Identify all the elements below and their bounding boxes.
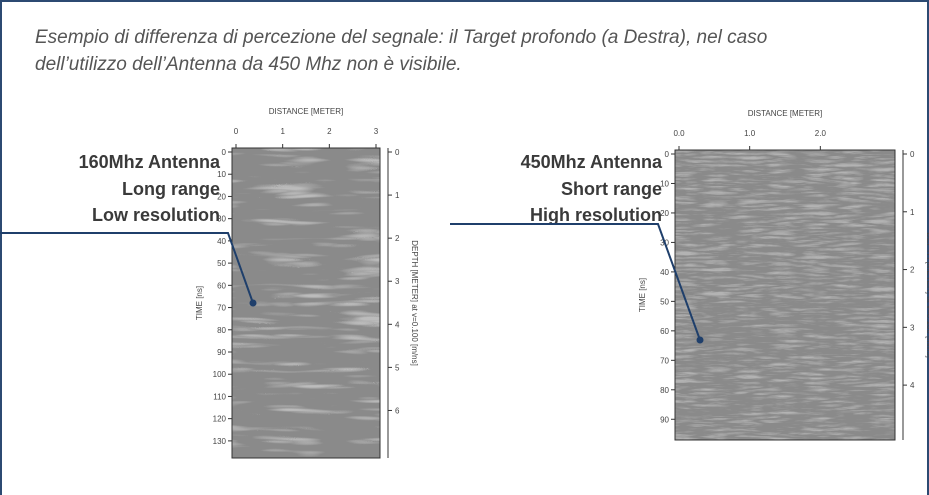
y-tick-label: 120 xyxy=(213,415,227,424)
x-axis-title: DISTANCE [METER] xyxy=(269,107,344,116)
antenna-label: Short range xyxy=(561,179,662,199)
antenna-label: 160Mhz Antenna xyxy=(79,152,221,172)
x-tick-label: 2 xyxy=(327,127,332,136)
y-tick-label: 70 xyxy=(660,356,669,365)
y-tick-label: 40 xyxy=(217,237,226,246)
antenna-label: Long range xyxy=(122,179,220,199)
y-tick-label: 30 xyxy=(217,215,226,224)
y-tick-label: 20 xyxy=(217,192,226,201)
caption-line: Esempio di differenza di percezione del … xyxy=(35,27,767,48)
x-tick-label: 2.0 xyxy=(815,129,827,138)
y-tick-label: 60 xyxy=(660,327,669,336)
antenna-label: Low resolution xyxy=(92,205,220,225)
y-tick-label: 0 xyxy=(665,150,670,159)
y2-tick-label: 1 xyxy=(395,191,400,200)
x-axis-title: DISTANCE [METER] xyxy=(748,109,823,118)
y-tick-label: 100 xyxy=(213,370,227,379)
y2-tick-label: 0 xyxy=(910,150,915,159)
y2-tick-label: 2 xyxy=(395,234,400,243)
y2-tick-label: 1 xyxy=(910,208,915,217)
y2-tick-label: 6 xyxy=(395,406,400,415)
x-tick-label: 1.0 xyxy=(744,129,756,138)
antenna-label: High resolution xyxy=(530,205,662,225)
y-tick-label: 70 xyxy=(217,304,226,313)
y-tick-label: 80 xyxy=(660,386,669,395)
x-tick-label: 3 xyxy=(374,127,379,136)
y-tick-label: 80 xyxy=(217,326,226,335)
y2-tick-label: 3 xyxy=(910,323,915,332)
y2-tick-label: 5 xyxy=(395,363,400,372)
axis-box xyxy=(231,147,381,459)
radargram xyxy=(232,148,380,458)
y-axis-title: TIME [ns] xyxy=(195,286,204,320)
x-tick-label: 0 xyxy=(234,127,239,136)
y-tick-label: 10 xyxy=(217,170,226,179)
leader-dot xyxy=(249,299,257,307)
y-tick-label: 0 xyxy=(222,148,227,157)
axis-box xyxy=(674,149,896,441)
y-tick-label: 10 xyxy=(660,179,669,188)
leader-line xyxy=(0,232,254,304)
antenna-label: 450Mhz Antenna xyxy=(521,152,663,172)
y2-tick-label: 4 xyxy=(910,381,915,390)
x-tick-label: 0.0 xyxy=(673,129,685,138)
y-tick-label: 60 xyxy=(217,281,226,290)
radargram xyxy=(675,150,895,440)
y2-tick-label: 2 xyxy=(910,266,915,275)
y-tick-label: 40 xyxy=(660,268,669,277)
y-tick-label: 90 xyxy=(660,415,669,424)
y2-tick-label: 0 xyxy=(395,148,400,157)
y-tick-label: 110 xyxy=(213,392,226,401)
y-tick-label: 50 xyxy=(660,297,669,306)
caption-line: dell’utilizzo dell’Antenna da 450 Mhz no… xyxy=(35,54,462,75)
y2-tick-label: 3 xyxy=(395,277,400,286)
y2-axis-title: DEPTH [METER] at v=0.100 [m/ns] xyxy=(410,240,419,366)
y2-axis-title: DEPTH [METER] at v=0.100 [m/ns] xyxy=(925,232,929,358)
y-axis-title: TIME [ns] xyxy=(638,278,647,312)
y2-tick-label: 4 xyxy=(395,320,400,329)
y-tick-label: 20 xyxy=(660,209,669,218)
x-tick-label: 1 xyxy=(280,127,285,136)
y-tick-label: 90 xyxy=(217,348,226,357)
y-tick-label: 130 xyxy=(213,437,227,446)
leader-dot xyxy=(696,336,704,344)
leader-line xyxy=(450,223,701,341)
y-tick-label: 50 xyxy=(217,259,226,268)
